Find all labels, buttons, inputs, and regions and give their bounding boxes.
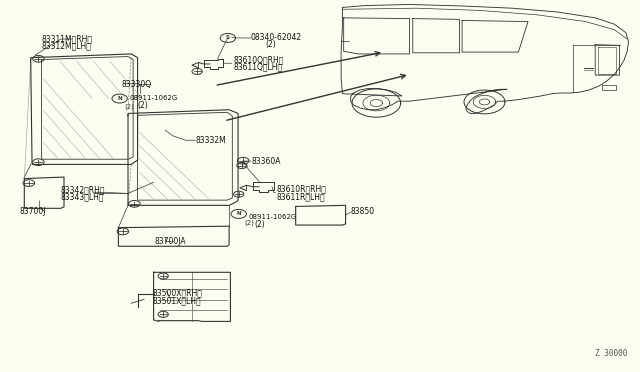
Text: 83360A: 83360A [252,157,281,166]
Text: Z 30000: Z 30000 [595,349,627,358]
Text: 83312M〈LH〉: 83312M〈LH〉 [42,42,92,51]
Text: 83700JA: 83700JA [155,237,186,246]
Text: 83330Q: 83330Q [122,80,152,89]
Text: 08340-62042: 08340-62042 [251,33,302,42]
Text: 83311M〈RH〉: 83311M〈RH〉 [42,35,93,44]
Text: (2): (2) [255,220,266,229]
Text: 83610Q〈RH〉: 83610Q〈RH〉 [234,55,284,64]
Text: (2): (2) [138,101,148,110]
Text: 83343〈LH〉: 83343〈LH〉 [61,193,104,202]
Text: S: S [226,35,230,41]
Text: N: N [236,211,241,217]
Text: (2): (2) [244,219,255,226]
Text: 83850: 83850 [351,207,375,216]
Text: 83501X〈LH〉: 83501X〈LH〉 [152,296,201,305]
Text: 83611R〈LH〉: 83611R〈LH〉 [276,192,325,201]
Text: 83700J: 83700J [19,207,45,216]
Text: 08911-1062G: 08911-1062G [248,214,296,219]
Text: 83332M: 83332M [195,136,226,145]
Text: (2): (2) [124,104,134,110]
Text: 83610R〈RH〉: 83610R〈RH〉 [276,185,326,193]
Text: 83342〈RH〉: 83342〈RH〉 [61,185,106,194]
Text: 83611Q〈LH〉: 83611Q〈LH〉 [234,62,283,71]
Text: N: N [117,96,122,101]
Text: (2): (2) [266,40,276,49]
Text: 08911-1062G: 08911-1062G [129,95,177,101]
Text: 83500X〈RH〉: 83500X〈RH〉 [152,289,202,298]
